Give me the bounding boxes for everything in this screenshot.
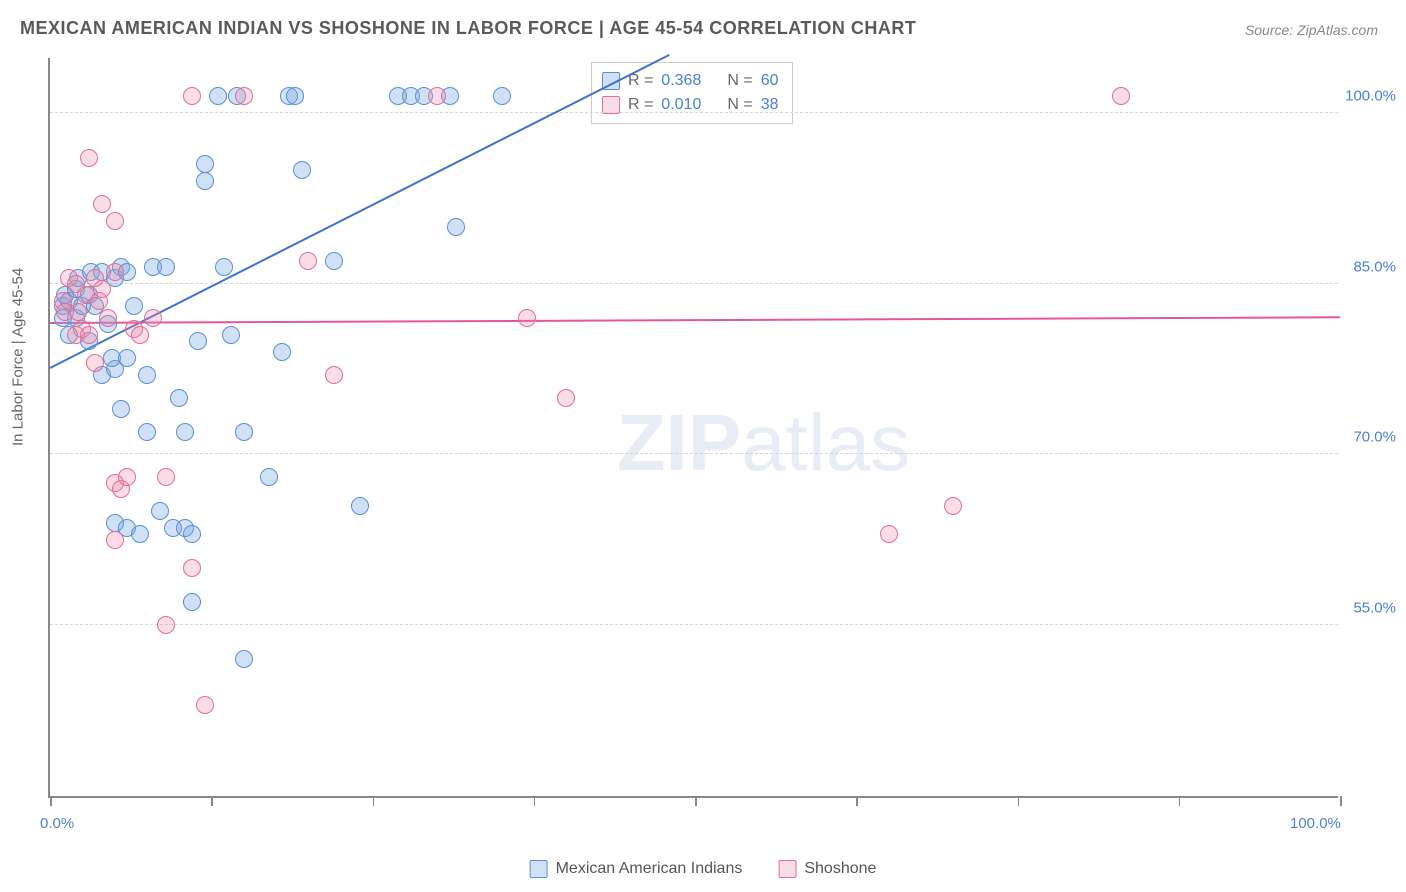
data-point	[118, 349, 136, 367]
data-point	[1112, 87, 1130, 105]
data-point	[273, 343, 291, 361]
data-point	[125, 297, 143, 315]
data-point	[286, 87, 304, 105]
series-name: Mexican American Indians	[556, 860, 743, 878]
data-point	[209, 87, 227, 105]
n-value: 60	[761, 72, 779, 90]
data-point	[131, 326, 149, 344]
data-point	[235, 650, 253, 668]
legend-item: Shoshone	[778, 860, 876, 878]
r-value: 0.368	[661, 72, 701, 90]
data-point	[235, 423, 253, 441]
series-legend: Mexican American Indians Shoshone	[530, 860, 877, 878]
gridline	[50, 624, 1338, 625]
x-tick	[695, 796, 697, 806]
data-point	[106, 263, 124, 281]
trend-line	[50, 316, 1340, 324]
data-point	[80, 149, 98, 167]
x-tick	[1018, 796, 1020, 806]
series-name: Shoshone	[804, 860, 876, 878]
source-label: Source: ZipAtlas.com	[1245, 22, 1378, 38]
data-point	[183, 559, 201, 577]
legend-item: Mexican American Indians	[530, 860, 743, 878]
data-point	[80, 326, 98, 344]
data-point	[112, 400, 130, 418]
legend-row: R =0.010N =38	[602, 93, 779, 117]
chart-title: MEXICAN AMERICAN INDIAN VS SHOSHONE IN L…	[20, 18, 916, 39]
data-point	[325, 366, 343, 384]
data-point	[880, 525, 898, 543]
y-tick-label: 85.0%	[1353, 258, 1396, 275]
watermark-bold: ZIP	[617, 398, 741, 487]
data-point	[93, 195, 111, 213]
data-point	[144, 309, 162, 327]
gridline	[50, 112, 1338, 113]
data-point	[131, 525, 149, 543]
data-point	[106, 531, 124, 549]
data-point	[183, 87, 201, 105]
data-point	[118, 468, 136, 486]
data-point	[447, 218, 465, 236]
x-tick-label: 0.0%	[40, 815, 74, 832]
x-tick	[1179, 796, 1181, 806]
data-point	[493, 87, 511, 105]
watermark: ZIPatlas	[617, 397, 910, 489]
data-point	[99, 309, 117, 327]
n-label: N =	[727, 72, 752, 90]
legend-swatch	[778, 860, 796, 878]
data-point	[196, 172, 214, 190]
x-tick	[1340, 796, 1342, 806]
x-tick	[50, 796, 52, 806]
data-point	[176, 423, 194, 441]
gridline	[50, 453, 1338, 454]
plot-area: ZIPatlas R =0.368N =60R =0.010N =38 55.0…	[48, 58, 1338, 798]
x-tick	[211, 796, 213, 806]
data-point	[86, 354, 104, 372]
data-point	[196, 696, 214, 714]
data-point	[944, 497, 962, 515]
data-point	[106, 212, 124, 230]
data-point	[351, 497, 369, 515]
data-point	[293, 161, 311, 179]
data-point	[151, 502, 169, 520]
data-point	[428, 87, 446, 105]
x-tick	[373, 796, 375, 806]
data-point	[235, 87, 253, 105]
data-point	[260, 468, 278, 486]
data-point	[157, 258, 175, 276]
gridline	[50, 283, 1338, 284]
data-point	[138, 423, 156, 441]
watermark-rest: atlas	[741, 398, 910, 487]
y-tick-label: 55.0%	[1353, 600, 1396, 617]
data-point	[325, 252, 343, 270]
data-point	[183, 525, 201, 543]
y-tick-label: 70.0%	[1353, 429, 1396, 446]
data-point	[138, 366, 156, 384]
data-point	[299, 252, 317, 270]
data-point	[222, 326, 240, 344]
legend-swatch	[530, 860, 548, 878]
data-point	[189, 332, 207, 350]
y-tick-label: 100.0%	[1345, 87, 1396, 104]
data-point	[196, 155, 214, 173]
y-axis-title: In Labor Force | Age 45-54	[10, 268, 27, 446]
data-point	[170, 389, 188, 407]
x-tick	[534, 796, 536, 806]
correlation-legend: R =0.368N =60R =0.010N =38	[591, 62, 794, 124]
data-point	[93, 280, 111, 298]
data-point	[157, 616, 175, 634]
data-point	[518, 309, 536, 327]
data-point	[215, 258, 233, 276]
data-point	[157, 468, 175, 486]
data-point	[69, 303, 87, 321]
legend-row: R =0.368N =60	[602, 69, 779, 93]
data-point	[183, 593, 201, 611]
x-tick-label: 100.0%	[1290, 815, 1341, 832]
x-tick	[856, 796, 858, 806]
data-point	[557, 389, 575, 407]
